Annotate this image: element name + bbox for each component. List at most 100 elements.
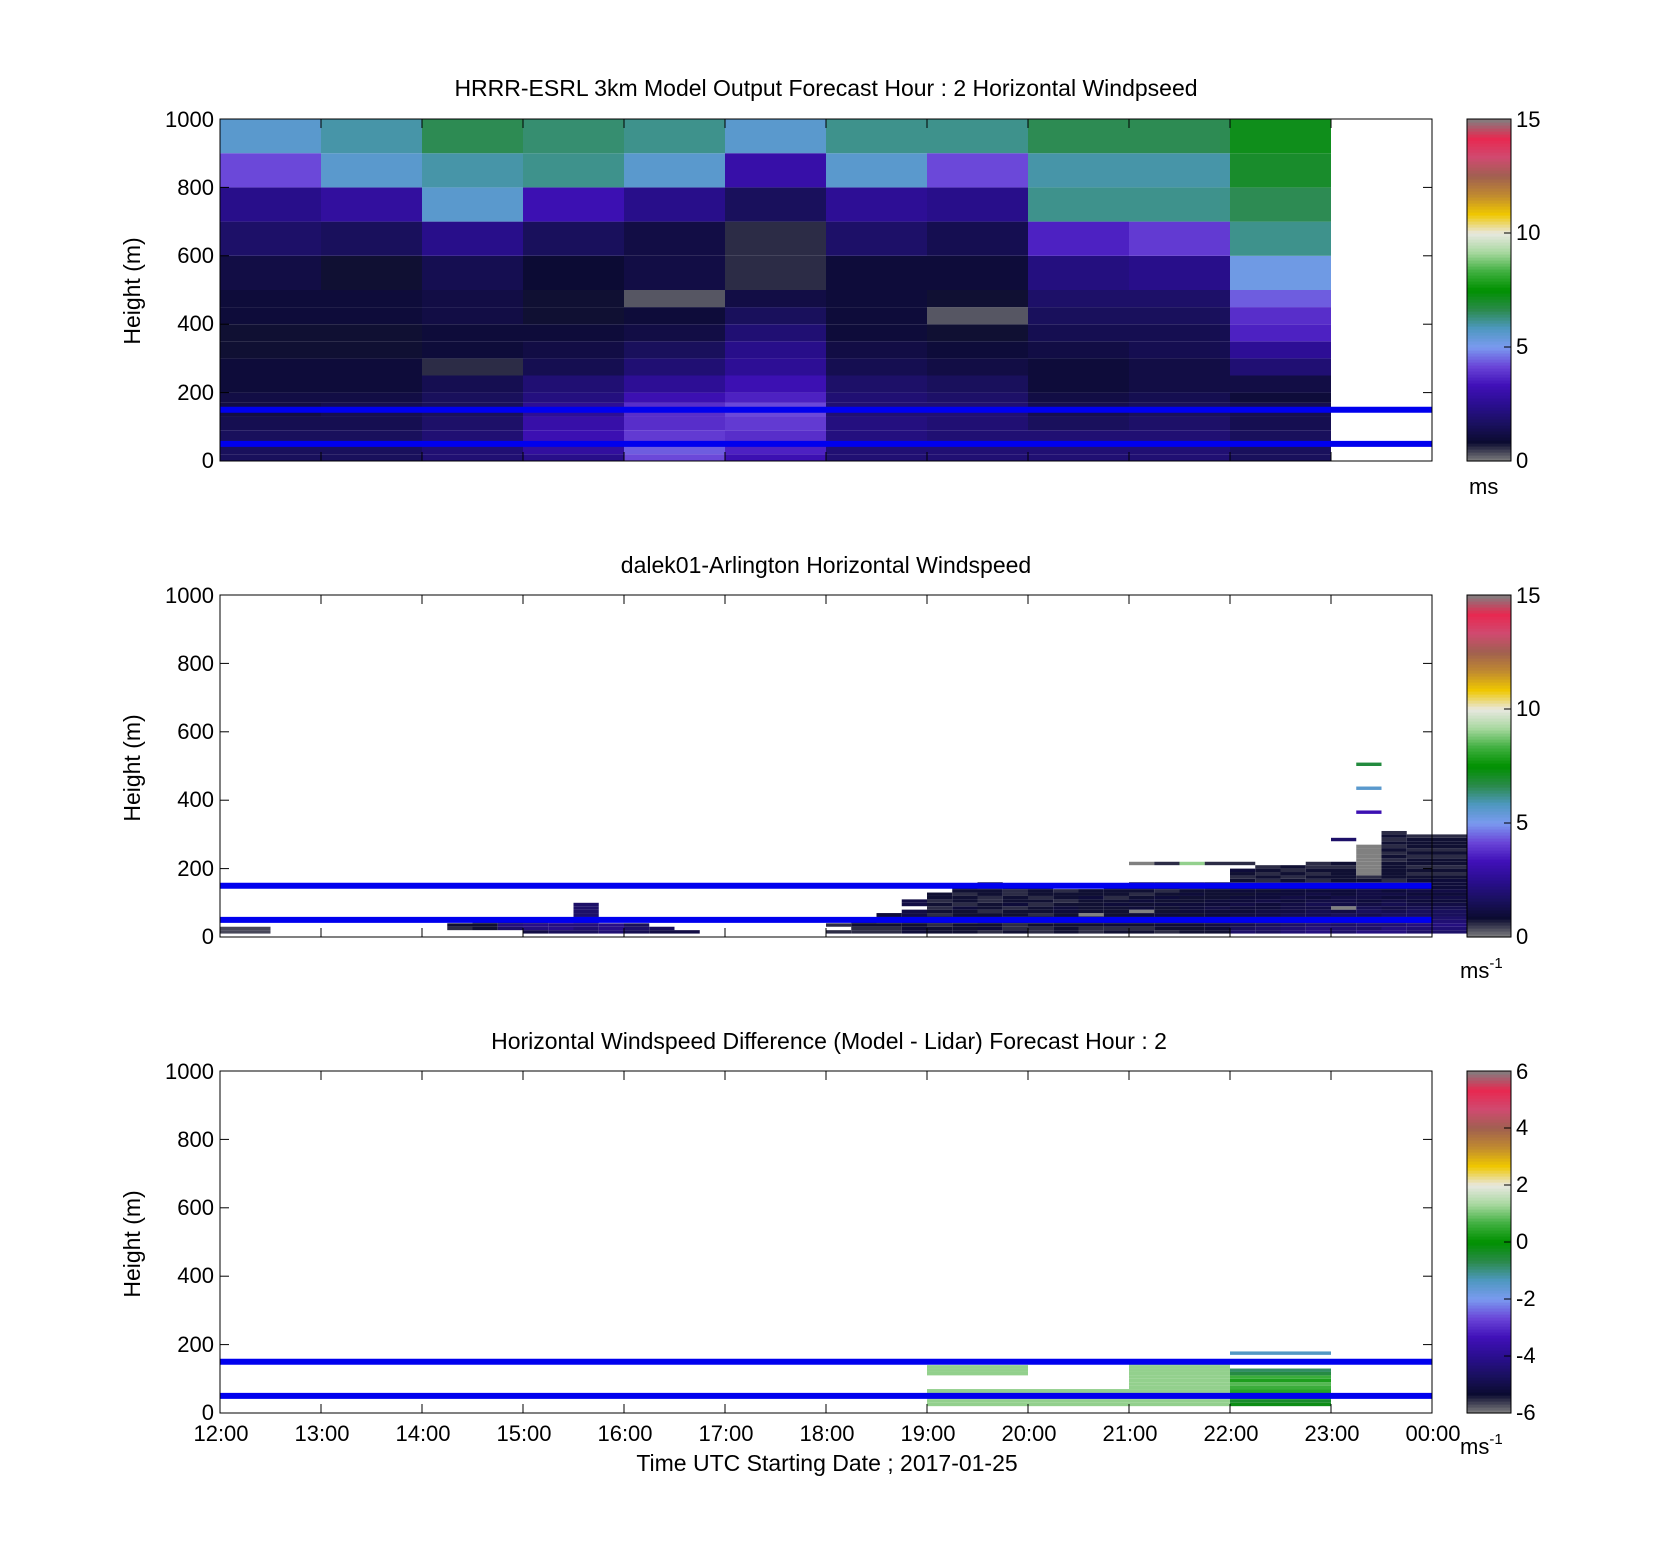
heatmap-cell — [1381, 872, 1407, 876]
heatmap-cell — [952, 913, 978, 917]
colorbar-step — [1467, 407, 1511, 411]
colorbar-step — [1467, 1200, 1511, 1204]
colorbar-step — [1467, 931, 1511, 935]
colorbar-frame — [1466, 1070, 1512, 1414]
heatmap-cell — [952, 923, 978, 927]
heatmap-cell — [1230, 923, 1256, 927]
heatmap-cell — [1255, 892, 1281, 896]
colorbar-step — [1467, 230, 1511, 234]
colorbar-step — [1467, 260, 1511, 264]
heatmap-cell — [321, 324, 422, 342]
heatmap-cell — [321, 443, 422, 455]
colorbar-step — [1467, 622, 1511, 626]
colorbar-step — [1467, 1149, 1511, 1153]
heatmap-cell — [321, 375, 422, 393]
colorbar-step — [1467, 634, 1511, 638]
heatmap-cell — [1280, 889, 1306, 893]
heatmap-cell — [1280, 902, 1306, 907]
heatmap-cell — [1028, 187, 1129, 222]
heatmap-cell — [1381, 868, 1407, 873]
heatmap-cell — [1381, 854, 1407, 859]
heatmap-cell — [1305, 923, 1331, 927]
heatmap-cell — [1204, 906, 1230, 910]
colorbar-step — [1467, 793, 1511, 797]
heatmap-cell — [1280, 865, 1306, 869]
ytick-label: 1000 — [165, 583, 214, 608]
xtick-label: 22:00 — [1203, 1421, 1258, 1446]
heatmap-cell — [826, 187, 927, 222]
heatmap-cell — [1230, 221, 1331, 256]
colorbar-step — [1467, 748, 1511, 752]
colorbar-step — [1467, 1260, 1511, 1264]
heatmap-cell — [1078, 930, 1104, 934]
heatmap-cell — [598, 923, 624, 927]
colorbar-step — [1467, 338, 1511, 342]
heatmap-cell — [220, 375, 321, 393]
colorbar-step — [1467, 1110, 1511, 1114]
colorbar-step — [1467, 886, 1511, 890]
heatmap-cell — [523, 430, 624, 444]
colorbar-step — [1467, 853, 1511, 857]
colorbar-step — [1467, 1203, 1511, 1207]
colorbar-step — [1467, 838, 1511, 842]
heatmap-cell — [321, 358, 422, 376]
heatmap-cell — [1028, 1389, 1129, 1393]
heatmap-cell — [1331, 878, 1357, 883]
heatmap-cell — [1179, 892, 1205, 896]
heatmap-cell — [1381, 858, 1407, 862]
heatmap-cell — [523, 307, 624, 325]
heatmap-cell — [1381, 865, 1407, 869]
colorbar-step — [1467, 1209, 1511, 1213]
heatmap-cell — [1406, 834, 1508, 838]
heatmap-cell — [523, 221, 624, 256]
heatmap-cell — [1230, 1378, 1331, 1383]
colorbar-step — [1467, 209, 1511, 213]
heatmap-cell — [1331, 930, 1357, 934]
colorbar-step — [1467, 763, 1511, 767]
heatmap-cell — [927, 443, 1028, 455]
panel-difference-reference-lines — [220, 1358, 1432, 1399]
colorbar-step — [1467, 718, 1511, 722]
heatmap-cell — [1406, 930, 1508, 934]
heatmap-cell — [1406, 865, 1508, 869]
heatmap-cell — [1255, 889, 1281, 893]
heatmap-cell — [1103, 909, 1129, 914]
heatmap-cell — [1406, 858, 1508, 862]
colorbar-tick-label: 5 — [1516, 810, 1528, 835]
colorbar-step — [1467, 263, 1511, 267]
colorbar-step — [1467, 1242, 1511, 1246]
heatmap-cell — [1255, 865, 1281, 869]
heatmap-cell — [1255, 899, 1281, 903]
heatmap-cell — [422, 324, 523, 342]
heatmap-cell — [1129, 358, 1230, 376]
colorbar-step — [1467, 359, 1511, 363]
heatmap-cell — [1028, 255, 1129, 290]
heatmap-cell — [1230, 290, 1331, 308]
heatmap-cell — [422, 443, 523, 455]
heatmap-cell — [1204, 923, 1230, 927]
heatmap-cell — [1204, 861, 1230, 866]
heatmap-cell — [1230, 307, 1331, 325]
heatmap-cell — [649, 930, 675, 934]
colorbar-step — [1467, 781, 1511, 785]
heatmap-cell — [1356, 868, 1382, 873]
colorbar-tick-label: 15 — [1516, 583, 1540, 608]
colorbar-step — [1467, 844, 1511, 848]
heatmap-cell — [1028, 892, 1054, 896]
heatmap-cell — [1331, 902, 1357, 907]
colorbar-tick-label: 10 — [1516, 696, 1540, 721]
colorbar-step — [1467, 1401, 1511, 1405]
colorbar-step — [1467, 422, 1511, 426]
ytick-label: 400 — [177, 1263, 214, 1288]
colorbar-step — [1467, 619, 1511, 623]
heatmap-cell — [573, 926, 599, 931]
colorbar-step — [1467, 751, 1511, 755]
heatmap-cell — [422, 454, 523, 461]
colorbar-step — [1467, 1155, 1511, 1159]
heatmap-cell — [901, 913, 927, 917]
heatmap-cell — [1002, 902, 1028, 907]
heatmap-cell — [220, 926, 271, 931]
colorbar-step — [1467, 1140, 1511, 1144]
heatmap-cell — [1305, 865, 1331, 869]
